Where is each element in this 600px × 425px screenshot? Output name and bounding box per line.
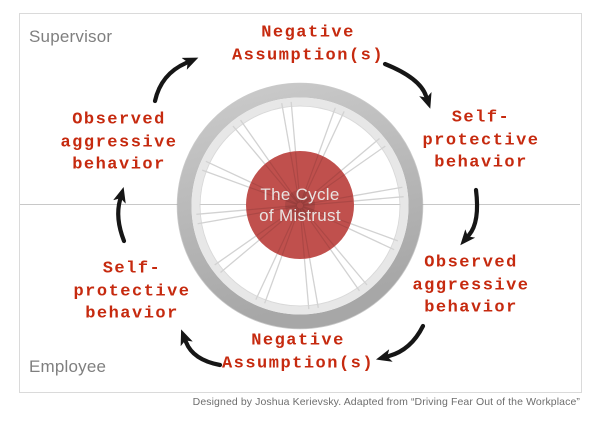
cycle-label-observed-aggressive-lower-right: Observed aggressive behavior [412,253,530,318]
employee-label: Employee [29,357,107,376]
diagram-frame [19,13,582,393]
cycle-label-observed-aggressive-upper-left: Observed aggressive behavior [60,110,178,175]
cycle-label-negative-assumptions-bottom: Negative Assumption(s) [221,331,375,374]
hub-title: The Cycle of Mistrust [259,185,341,225]
arrow-upperright-to-lowerright [460,187,480,246]
arrow-upperleft-to-top [152,57,199,104]
arrow-top-to-upperright [382,61,432,109]
attribution-text: Designed by Joshua Kerievsky. Adapted fr… [192,396,580,408]
arrow-lowerleft-to-upperleft [113,186,127,244]
hub-center-shade [285,190,315,220]
arrow-lowerright-to-bottom [375,323,426,362]
arrow-bottom-to-lowerleft [180,329,223,368]
supervisor-label: Supervisor [29,27,113,46]
cycle-label-self-protective-upper-right: Self- protective behavior [422,108,540,173]
cycle-arrows [113,57,480,368]
cycle-label-negative-assumptions-top: Negative Assumption(s) [231,23,385,66]
hub-circle [246,151,354,259]
cycle-label-self-protective-lower-left: Self- protective behavior [73,259,191,324]
wheel-image [176,82,424,330]
